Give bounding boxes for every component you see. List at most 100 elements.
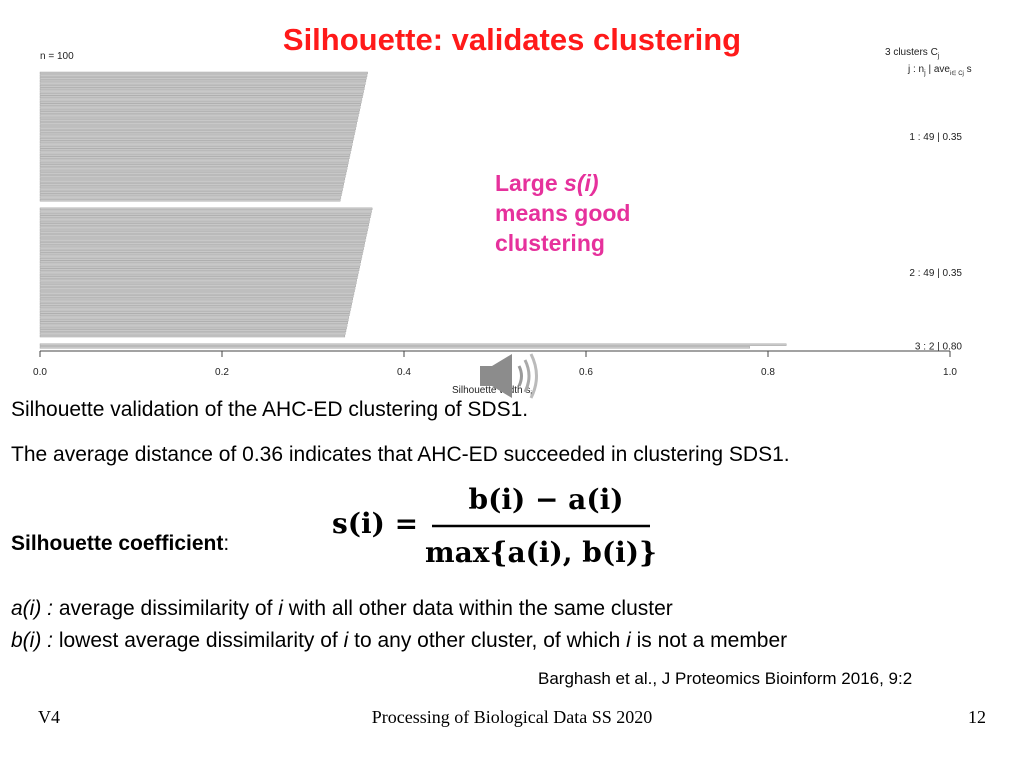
silhouette-bar [39,108,360,112]
silhouette-bar [39,103,361,106]
silhouette-bar [39,321,348,324]
silhouette-bar [39,87,365,91]
callout-line-1: Large s(i) [495,168,630,198]
silhouette-bar [39,324,348,327]
silhouette-bar [39,276,358,279]
silhouette-bar [39,311,351,314]
silhouette-bar [39,334,346,338]
silhouette-bar [39,260,361,264]
silhouette-bar [39,316,350,319]
definition-b-text3: is not a member [630,629,788,652]
definition-b: b(i) : lowest average dissimilarity of i… [11,629,787,653]
silhouette-bar [39,287,356,290]
x-axis: 0.0 0.2 0.4 0.6 0.8 1.0 [33,350,957,378]
x-tick-label: 0.8 [761,367,775,378]
silhouette-bar [39,159,350,162]
callout-emph: s(i) [564,170,599,196]
silhouette-bar [39,111,360,114]
silhouette-bar [39,343,787,346]
silhouette-bar [39,161,349,165]
silhouette-bar [39,332,346,335]
silhouette-bar [39,346,750,349]
definition-b-text2: to any other cluster, of which [348,629,627,652]
x-tick-label: 0.2 [215,367,229,378]
silhouette-bar [39,132,355,136]
definition-a-text2: with all other data within the same clus… [282,597,673,620]
silhouette-bar [39,90,364,93]
x-tick-label: 0.0 [33,367,47,378]
silhouette-bar [39,236,367,240]
silhouette-bar [39,180,345,183]
silhouette-bar [39,82,366,85]
silhouette-bar [39,85,365,88]
silhouette-bar [39,326,347,330]
silhouette-bar [39,145,352,149]
callout-line-2: means good [495,200,631,226]
coefficient-colon: : [223,532,230,555]
silhouette-bar [39,143,353,146]
silhouette-bar [39,263,361,266]
silhouette-bar [39,308,351,311]
silhouette-bar [39,98,363,101]
silhouette-bar [39,329,347,332]
silhouette-bar [39,122,357,125]
silhouette-bar [39,191,343,194]
silhouette-bar [39,305,352,309]
footer-course: Processing of Biological Data SS 2020 [371,707,653,727]
silhouette-bar [39,297,354,301]
cluster-label: 3 : 2 | 0.80 [915,341,963,352]
silhouette-bar [39,140,354,144]
x-tick-label: 0.4 [397,367,411,378]
silhouette-bar [39,127,356,130]
silhouette-bar [39,271,359,274]
silhouette-bar [39,198,341,202]
silhouette-bar [39,77,367,80]
definition-b-term: b(i) : [11,629,53,652]
silhouette-bar [39,279,357,282]
silhouette-bar [39,250,364,253]
silhouette-bar [39,156,350,159]
speaker-icon[interactable] [474,350,544,407]
caption-average: The average distance of 0.36 indicates t… [11,443,790,466]
cluster-label: 2 : 49 | 0.35 [909,268,962,279]
footer-version: V4 [38,707,60,727]
silhouette-bar [39,71,368,75]
silhouette-bar [39,257,362,261]
callout-large-si: Large s(i) means good clustering [495,168,630,258]
silhouette-bar [39,207,373,211]
n-label: n = 100 [40,51,74,62]
silhouette-bar [39,223,369,226]
silhouette-bar [39,318,349,322]
slide-title: Silhouette: validates clustering [282,22,742,57]
silhouette-bar [39,135,355,138]
silhouette-bar [39,265,360,269]
definition-a-var: i [278,597,283,620]
coefficient-label: Silhouette coefficient: [11,532,229,556]
silhouette-bar [39,268,360,271]
silhouette-bar [39,172,347,175]
definition-a: a(i) : average dissimilarity of i with a… [11,597,673,621]
silhouette-bar [39,284,356,287]
coefficient-label-text: Silhouette coefficient [11,532,224,555]
legend-header-columns: j : nj | avei∈ Cj s [907,64,972,77]
x-tick-label: 1.0 [943,367,957,378]
silhouette-bar [39,242,365,245]
silhouette-bar [39,226,369,229]
silhouette-bar [39,281,357,285]
caption-validation: Silhouette validation of the AHC-ED clus… [11,398,529,421]
silhouette-bar [39,185,344,189]
silhouette-bar [39,313,350,317]
silhouette-bar [39,292,355,295]
cluster-labels: 1 : 49 | 0.35 2 : 49 | 0.35 3 : 2 | 0.80 [909,132,962,352]
definition-a-term: a(i) : [11,597,53,620]
silhouette-bar [39,247,364,250]
silhouette-bar [39,153,351,157]
cluster-label: 1 : 49 | 0.35 [909,132,962,143]
silhouette-bar [39,210,372,213]
silhouette-bar [39,95,363,99]
definition-b-var: i [343,629,349,652]
silhouette-bar [39,231,368,234]
silhouette-bar [39,303,352,306]
silhouette-bar [39,106,361,109]
silhouette-bar [39,151,351,154]
